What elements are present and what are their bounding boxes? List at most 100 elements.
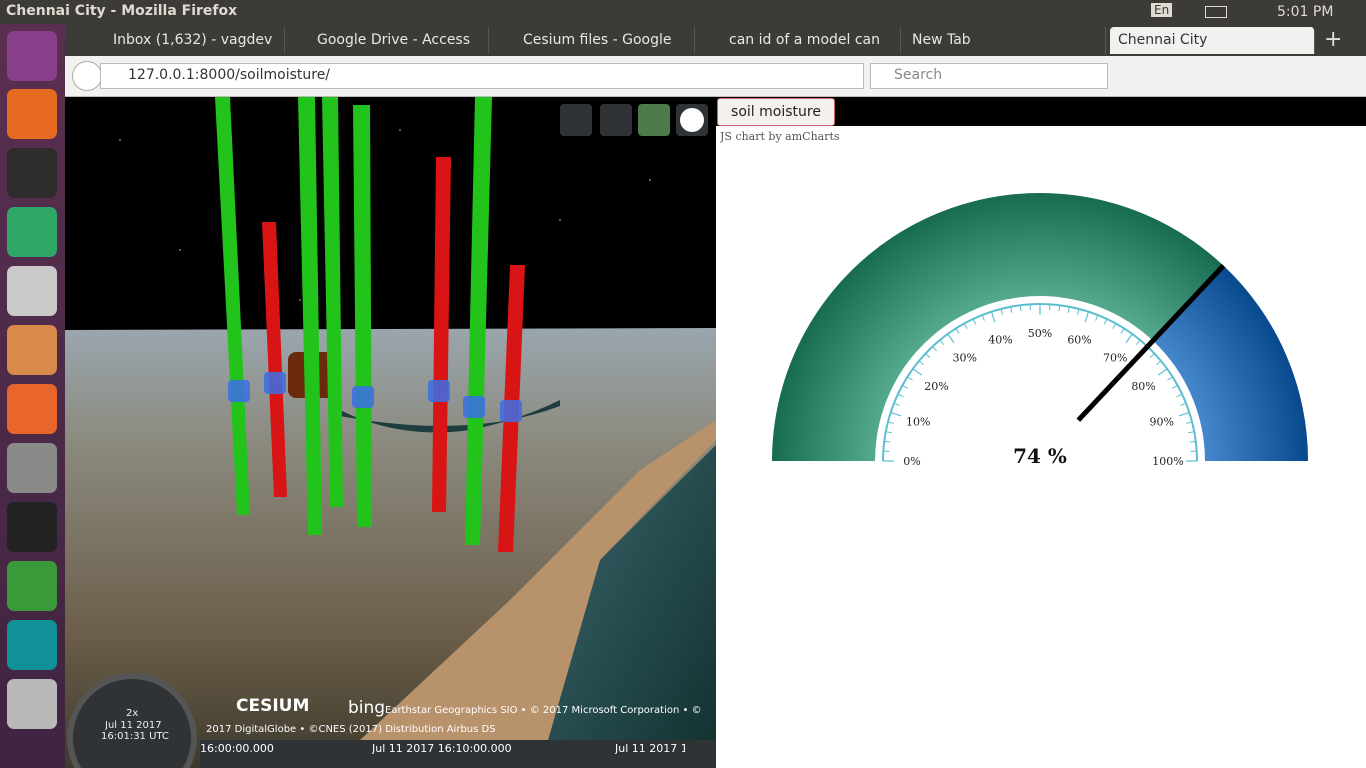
minor-tick: [963, 323, 968, 329]
bar-green: [465, 97, 492, 545]
tick-label: 50%: [1028, 327, 1052, 340]
minor-tick: [1019, 305, 1022, 312]
ocean: [540, 445, 716, 768]
soil-moisture-button[interactable]: soil moisture: [717, 98, 835, 126]
major-tick: [912, 368, 923, 376]
launcher-arduino[interactable]: [7, 620, 57, 670]
tick-label: 40%: [988, 333, 1012, 346]
minor-tick: [925, 353, 931, 358]
tab[interactable]: can id of a model can: [701, 27, 901, 54]
minor-tick: [1067, 306, 1070, 313]
tab[interactable]: Google Drive - Access: [289, 27, 489, 54]
battery[interactable]: [1205, 6, 1227, 18]
major-tick: [947, 333, 955, 344]
cesium-logo: CESIUM: [236, 696, 310, 716]
launcher-ubuntu[interactable]: [7, 31, 57, 81]
tick-label: 80%: [1131, 380, 1155, 393]
minor-tick: [972, 318, 977, 325]
timeline-label: Jul 11 2017 16:10:00.000: [372, 742, 512, 755]
toolbar: [560, 104, 708, 136]
launcher-editor[interactable]: [7, 266, 57, 316]
bar-green: [353, 105, 372, 527]
tab-active[interactable]: Chennai City: [1110, 27, 1315, 54]
animation-widget[interactable]: [67, 673, 197, 768]
animation-date: Jul 11 2017: [105, 720, 162, 731]
minor-tick: [1149, 353, 1155, 358]
minor-tick: [1135, 339, 1141, 345]
url: 127.0.0.1:8000/soilmoisture/: [128, 67, 331, 83]
minor-tick: [1167, 376, 1173, 381]
amcharts-credit[interactable]: JS chart by amCharts: [720, 130, 840, 143]
search-placeholder: Search: [894, 67, 943, 83]
bing-logo: bing: [348, 698, 386, 718]
minor-tick: [939, 339, 945, 345]
new-tab-button[interactable]: +: [1324, 27, 1343, 52]
band-shine: [772, 193, 1308, 461]
minor-tick: [897, 393, 904, 398]
bar-green: [322, 97, 343, 507]
launcher-terminal[interactable]: [7, 148, 57, 198]
tick-label: 100%: [1152, 455, 1183, 468]
minor-tick: [902, 384, 908, 389]
pins: [228, 372, 522, 422]
bar-green: [215, 97, 250, 515]
minor-tick: [907, 376, 913, 381]
minor-tick: [1120, 328, 1125, 334]
bar-red: [262, 222, 287, 497]
tab[interactable]: New Tab: [906, 27, 1106, 54]
keyboard-indicator[interactable]: En: [1151, 3, 1173, 17]
minor-tick: [1172, 384, 1178, 389]
timeline-label: Jul 11 2017 1: [615, 742, 685, 755]
launcher-firefox[interactable]: [7, 89, 57, 139]
minor-tick: [932, 346, 937, 352]
river: [340, 400, 560, 433]
minor-tick: [981, 314, 985, 321]
minor-tick: [955, 328, 960, 334]
launcher-calc[interactable]: [7, 561, 57, 611]
sensor-bars: [215, 97, 525, 552]
minor-tick: [887, 421, 894, 424]
clock[interactable]: 5:01 PM: [1277, 4, 1334, 20]
fullscreen-button[interactable]: [688, 740, 716, 768]
launcher-files[interactable]: [7, 325, 57, 375]
timeline[interactable]: [200, 740, 688, 768]
major-tick: [1084, 311, 1090, 323]
animation-time: 16:01:31 UTC: [101, 731, 169, 742]
tick-label: 10%: [906, 415, 930, 428]
minor-tick: [885, 431, 892, 434]
tick-label: 60%: [1067, 333, 1091, 346]
minor-tick: [1176, 393, 1183, 398]
launcher-drive[interactable]: [7, 679, 57, 729]
cesium-viewer[interactable]: [65, 97, 716, 768]
minor-tick: [1103, 318, 1108, 325]
needle: [1076, 263, 1226, 422]
back-button[interactable]: [72, 61, 102, 91]
search-bar[interactable]: [870, 63, 1108, 89]
launcher-settings[interactable]: [7, 443, 57, 493]
value-label: 74 %: [1013, 444, 1067, 468]
search-button[interactable]: [560, 104, 592, 136]
home-button[interactable]: [600, 104, 632, 136]
tick-label: 30%: [953, 351, 977, 364]
stars: [119, 129, 651, 301]
launcher-p3[interactable]: [7, 502, 57, 552]
tick-label: 70%: [1103, 351, 1127, 364]
major-tick: [990, 311, 996, 323]
beach: [330, 420, 716, 768]
minor-tick: [1010, 306, 1013, 313]
minor-tick: [1000, 308, 1003, 315]
layer-button[interactable]: [638, 104, 670, 136]
tab[interactable]: Cesium files - Google: [495, 27, 695, 54]
minor-tick: [1077, 308, 1080, 315]
url-bar[interactable]: [100, 63, 864, 89]
credit: 2017 DigitalGlobe • ©CNES (2017) Distrib…: [206, 724, 496, 735]
launcher-software[interactable]: [7, 384, 57, 434]
animation-speed: 2x: [126, 708, 139, 719]
major-tick: [1125, 333, 1133, 344]
minor-tick: [884, 440, 891, 443]
launcher-atom[interactable]: [7, 207, 57, 257]
major-tick: [1157, 368, 1168, 376]
tick-label: 0%: [903, 455, 920, 468]
tab[interactable]: Inbox (1,632) - vagdev: [85, 27, 285, 54]
